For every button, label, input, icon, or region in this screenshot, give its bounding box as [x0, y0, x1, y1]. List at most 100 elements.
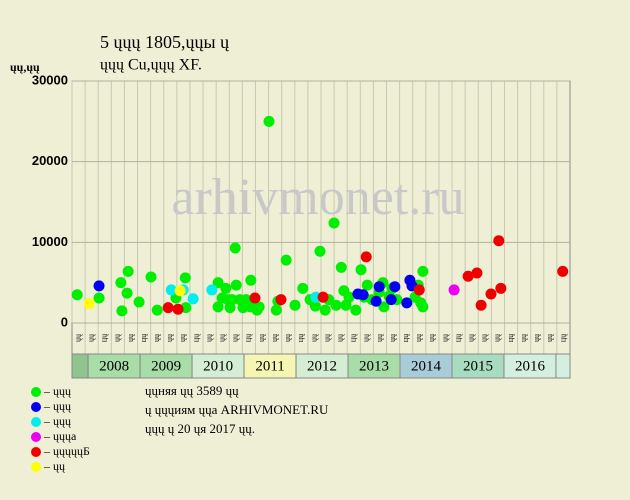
x-column-label: цų: [100, 334, 109, 342]
data-point: [133, 296, 145, 308]
data-point: [245, 274, 257, 286]
data-point: [275, 294, 287, 306]
x-column-label: ųų: [152, 334, 161, 342]
data-point: [121, 287, 133, 299]
x-column-label: цų: [558, 334, 567, 342]
x-column-label: ųų: [204, 334, 213, 342]
data-point: [328, 217, 340, 229]
data-point: [71, 289, 83, 301]
data-point: [370, 295, 382, 307]
data-point: [93, 292, 105, 304]
x-column-label: ųų: [113, 334, 122, 342]
data-point: [230, 279, 242, 291]
year-label: 2014: [411, 358, 442, 374]
data-point: [360, 251, 372, 263]
x-column-label: ųų: [440, 334, 449, 342]
x-column-label: ųų: [126, 334, 135, 342]
x-column-label: цų: [191, 334, 200, 342]
data-point: [495, 282, 507, 294]
year-label: 2011: [255, 358, 284, 374]
year-band-tail: [555, 353, 571, 379]
x-column-label: ųų: [414, 334, 423, 342]
data-point: [493, 235, 505, 247]
data-point: [212, 301, 224, 313]
data-point: [212, 277, 224, 289]
data-point: [122, 265, 134, 277]
x-column-label: цų: [296, 334, 305, 342]
data-point: [355, 264, 367, 276]
data-point: [145, 271, 157, 283]
year-band: [347, 353, 401, 379]
legend-marker: [31, 447, 41, 457]
data-point: [335, 261, 347, 273]
x-column-label: ųų: [519, 334, 528, 342]
data-point: [389, 281, 401, 293]
x-column-label: ųų: [270, 334, 279, 342]
year-label: 2015: [463, 358, 493, 374]
data-point: [165, 284, 177, 296]
data-point: [116, 305, 128, 317]
year-band: [139, 353, 193, 379]
x-column-label: ųų: [467, 334, 476, 342]
data-point: [475, 299, 487, 311]
data-point: [151, 304, 163, 316]
watermark: arhivmonet.ru: [171, 169, 464, 226]
x-column-label: ųų: [532, 334, 541, 342]
x-column-label: ųų: [218, 334, 227, 342]
x-column-label: цų: [244, 334, 253, 342]
y-axis-label: ųų,ųų: [10, 60, 40, 74]
legend-marker: [31, 387, 41, 397]
year-label: 2009: [151, 358, 181, 374]
data-point: [174, 285, 186, 297]
data-point: [462, 270, 474, 282]
y-tick-label: 0: [61, 314, 68, 329]
data-point: [253, 301, 265, 313]
x-column-label: ųų: [73, 334, 82, 342]
x-column-label: цų: [349, 334, 358, 342]
note: ųųų ų 20 ųя 2017 ųų.: [145, 421, 255, 436]
data-point: [448, 284, 460, 296]
data-point: [314, 245, 326, 257]
legend-label: – ųųųųųБ: [43, 444, 90, 458]
data-point: [557, 265, 569, 277]
year-label: 2013: [359, 358, 389, 374]
data-point: [226, 294, 238, 306]
data-point: [378, 301, 390, 313]
x-column-label: ųų: [493, 334, 502, 342]
chart-subtitle: ųųų Cu,ųųų XF.: [100, 57, 202, 74]
data-point: [385, 294, 397, 306]
y-tick-label: 10000: [32, 234, 68, 249]
legend-marker: [31, 462, 41, 472]
legend-marker: [31, 432, 41, 442]
data-point: [373, 281, 385, 293]
data-point: [83, 298, 95, 310]
year-band: [243, 353, 297, 379]
year-band: [295, 353, 349, 379]
data-point: [417, 301, 429, 313]
x-column-label: ųų: [480, 334, 489, 342]
year-band: [87, 353, 141, 379]
data-point: [357, 289, 369, 301]
x-column-label: ųų: [545, 334, 554, 342]
x-column-label: ųų: [86, 334, 95, 342]
data-point: [297, 282, 309, 294]
x-column-label: ųų: [165, 334, 174, 342]
x-column-label: ųų: [283, 334, 292, 342]
data-point: [309, 300, 321, 312]
year-label: 2016: [515, 358, 546, 374]
legend-label: – ųųųа: [43, 429, 77, 443]
legend-marker: [31, 417, 41, 427]
data-point: [179, 272, 191, 284]
x-column-label: ųų: [375, 334, 384, 342]
x-column-label: ųų: [362, 334, 371, 342]
data-point: [361, 279, 373, 291]
data-point: [220, 282, 232, 294]
data-point: [413, 284, 425, 296]
data-point: [280, 254, 292, 266]
data-point: [187, 293, 199, 305]
x-column-label: ųų: [388, 334, 397, 342]
data-point: [229, 242, 241, 254]
data-point: [401, 297, 413, 309]
data-point: [330, 299, 342, 311]
